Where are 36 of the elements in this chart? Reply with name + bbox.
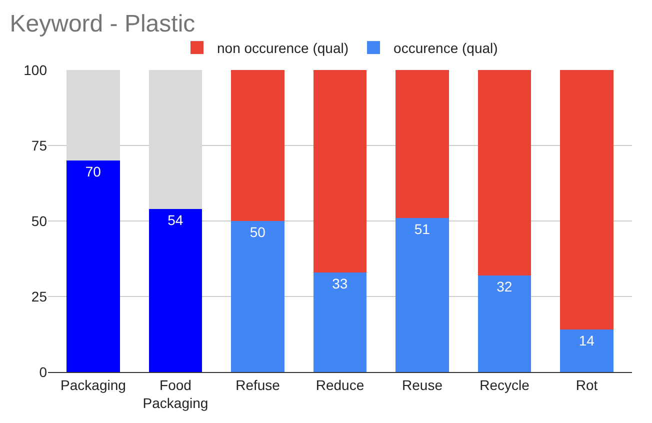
bar xyxy=(396,70,449,218)
data-label: 54 xyxy=(168,212,184,228)
bar xyxy=(231,221,284,372)
bar xyxy=(66,160,120,372)
y-tick-label: 50 xyxy=(31,212,48,229)
bar xyxy=(396,218,449,372)
y-tick-label: 75 xyxy=(31,137,48,154)
bar xyxy=(148,208,202,372)
x-tick-label: Food Packaging xyxy=(142,376,208,411)
bar xyxy=(231,70,284,221)
chart-title: Keyword - Plastic xyxy=(10,10,196,38)
x-tick-label: Recycle xyxy=(480,376,530,393)
y-tick-label: 100 xyxy=(24,62,48,78)
data-label: 51 xyxy=(414,220,430,237)
data-label: 32 xyxy=(496,278,512,294)
bar xyxy=(478,70,532,276)
bar xyxy=(560,330,614,372)
x-tick-label: Reuse xyxy=(402,376,443,393)
x-tick-label: Reduce xyxy=(316,376,364,393)
y-tick-label: 0 xyxy=(39,364,48,380)
bar xyxy=(313,272,367,372)
x-tick-label: Refuse xyxy=(236,376,280,393)
data-label: 50 xyxy=(250,224,266,240)
bar xyxy=(560,70,614,330)
legend-label: non occurence (qual) xyxy=(217,40,349,56)
bar xyxy=(478,275,532,372)
data-label: 14 xyxy=(578,332,595,349)
bar xyxy=(313,70,367,272)
bar xyxy=(148,70,202,209)
legend-label: occurence (qual) xyxy=(394,40,498,56)
data-label: 70 xyxy=(85,164,102,180)
y-tick-label: 25 xyxy=(31,288,48,304)
x-tick-label: Rot xyxy=(576,376,598,393)
bar xyxy=(66,70,120,161)
x-tick-label: Packaging xyxy=(60,376,126,393)
data-label: 33 xyxy=(332,275,348,292)
